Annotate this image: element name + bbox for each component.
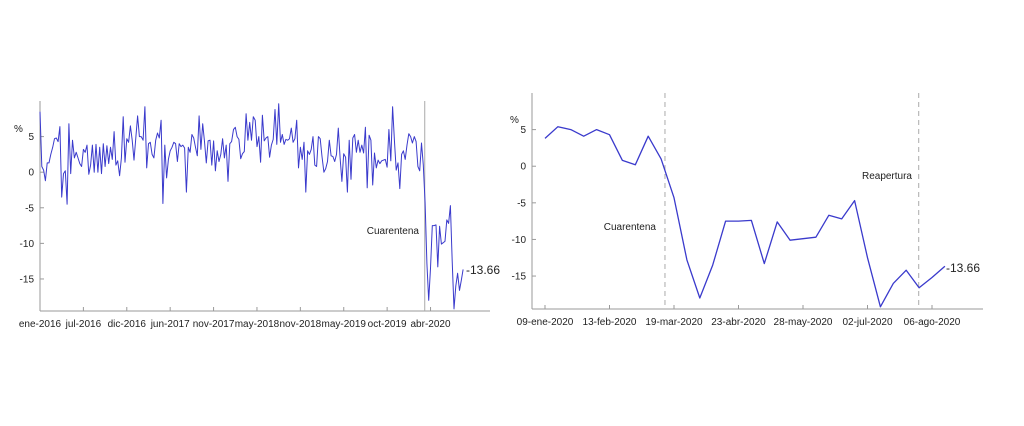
y-tick-label: -10 xyxy=(512,235,527,246)
x-tick-label: dic-2016 xyxy=(108,319,147,330)
chart-right-2020: % Cuarentena Reapertura -13.66 -15 -10 -5 0… xyxy=(510,93,983,328)
end-value-label: -13.66 xyxy=(466,263,500,277)
y-axis-label: % xyxy=(510,115,519,126)
x-tick-label: 28-may-2020 xyxy=(774,317,833,328)
x-tick-label: nov-2017 xyxy=(193,319,235,330)
series-line xyxy=(39,103,464,310)
y-tick-label: 0 xyxy=(28,168,34,179)
y-tick-label: -5 xyxy=(517,198,526,209)
y-axis-label: % xyxy=(14,124,23,135)
y-tick-label: -15 xyxy=(20,274,35,285)
end-value-label: -13.66 xyxy=(946,261,980,275)
y-tick-label: 5 xyxy=(28,132,34,143)
x-tick-label: 19-mar-2020 xyxy=(645,317,703,328)
x-tick-label: may-2019 xyxy=(322,319,367,330)
series-line xyxy=(544,126,946,308)
x-tick-label: may-2018 xyxy=(235,319,280,330)
x-tick-label: 02-jul-2020 xyxy=(842,317,892,328)
y-tick-label: 5 xyxy=(520,125,526,136)
x-tick-label: abr-2020 xyxy=(411,319,451,330)
y-tick-label: -5 xyxy=(25,203,34,214)
y-tick-label: 0 xyxy=(520,162,526,173)
x-tick-label: ene-2016 xyxy=(19,319,62,330)
annotation-cuarentena: Cuarentena xyxy=(367,226,420,237)
y-tick-label: -15 xyxy=(512,272,527,283)
annotation-reapertura: Reapertura xyxy=(862,171,912,182)
x-tick-label: 23-abr-2020 xyxy=(711,317,766,328)
x-tick-label: jul-2016 xyxy=(65,319,102,330)
x-tick-label: 09-ene-2020 xyxy=(517,317,574,328)
y-tick-label: -10 xyxy=(20,239,35,250)
annotation-cuarentena: Cuarentena xyxy=(604,222,657,233)
x-tick-label: nov-2018 xyxy=(280,319,322,330)
x-tick-label: 13-feb-2020 xyxy=(583,317,637,328)
x-tick-label: oct-2019 xyxy=(368,319,407,330)
x-tick-label: jun-2017 xyxy=(150,319,190,330)
x-tick-label: 06-ago-2020 xyxy=(904,317,961,328)
